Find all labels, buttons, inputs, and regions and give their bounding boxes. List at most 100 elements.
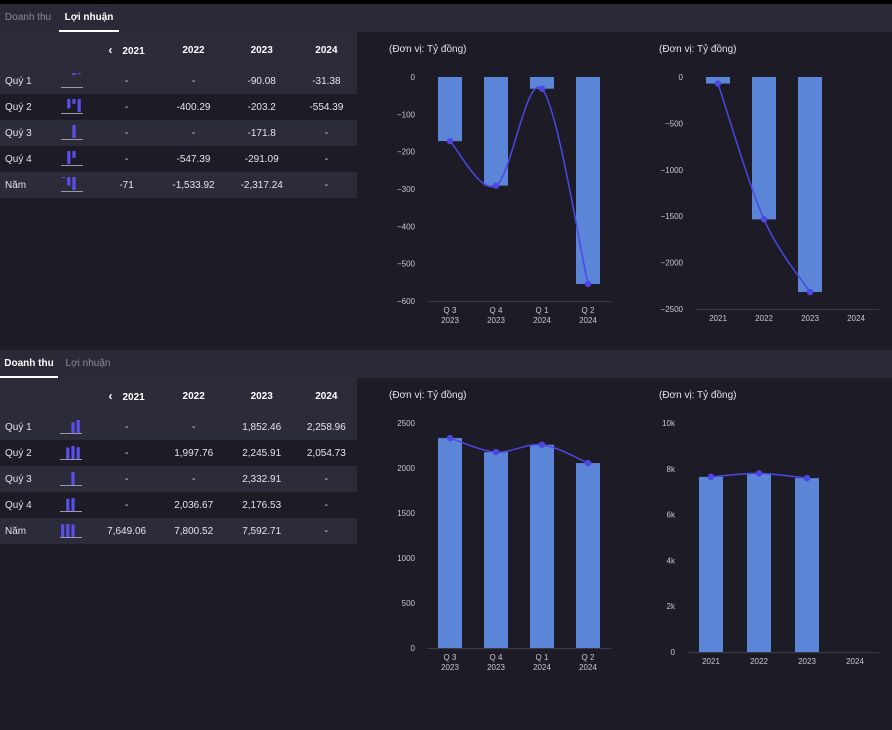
x-tick-label: 2023 — [801, 314, 819, 323]
table-cell: 2,258.96 — [295, 414, 357, 440]
sparkline — [49, 120, 94, 146]
chart-bar — [795, 478, 819, 652]
sparkline-bar — [61, 176, 65, 178]
sparkline-bar — [71, 98, 76, 104]
x-tick-label: Q 2 — [582, 653, 595, 662]
header-empty — [0, 378, 50, 414]
sparkline-bar — [77, 98, 81, 112]
table-cell: -203.2 — [227, 94, 296, 120]
table-cell: -171.8 — [227, 120, 296, 146]
year-label: 2021 — [122, 46, 145, 57]
chart-title: (Đơn vị: Tỷ đồng) — [389, 390, 467, 401]
tab-bar: Doanh thu Lợi nhuận — [0, 4, 892, 32]
year-label: 2021 — [122, 392, 145, 403]
sparkline-bar — [71, 523, 76, 537]
sparkline-bar — [66, 176, 70, 186]
sparkline-bar — [66, 523, 70, 537]
chart-bar — [484, 452, 508, 648]
table-cell: - — [295, 172, 357, 198]
y-tick-label: −200 — [397, 148, 416, 157]
y-tick-label: 1000 — [397, 554, 415, 563]
y-tick-label: 500 — [402, 599, 416, 608]
x-tick-label: Q 3 — [444, 306, 457, 315]
sparkline-svg — [60, 98, 83, 114]
y-tick-label: 0 — [411, 644, 416, 653]
tab-revenue[interactable]: Doanh thu — [0, 350, 58, 378]
row-label: Quý 3 — [0, 120, 50, 146]
revenue-yearly-chart: 0 2k 4k 6k 8k 10k 2021 2022 2023 2024 — [662, 419, 879, 666]
profit-section: Doanh thu Lợi nhuận ‹ 2021 2022 2023 2024… — [0, 4, 892, 350]
y-tick-label: −500 — [397, 260, 416, 269]
table-row: Quý 1- - -90.08 -31.38 — [0, 68, 357, 94]
active-tab-underline — [59, 30, 119, 32]
trend-point — [446, 434, 454, 442]
chart-bar — [576, 463, 600, 648]
sparkline-svg — [60, 72, 83, 88]
table-cell: 2,176.53 — [227, 492, 296, 518]
table-cell: 2,245.91 — [227, 440, 296, 466]
sparkline-bar — [71, 497, 76, 511]
sparkline-bar — [77, 446, 81, 459]
table-cell: 1,852.46 — [227, 414, 296, 440]
chevron-left-icon[interactable]: ‹ — [108, 43, 113, 57]
table-header-row: ‹ 2021 2022 2023 2024 — [0, 32, 357, 68]
sparkline — [49, 492, 94, 518]
trend-point — [492, 182, 500, 189]
table-cell: - — [93, 68, 160, 94]
header-year: 2023 — [227, 32, 296, 68]
x-tick-label: 2024 — [579, 663, 597, 672]
tab-profit[interactable]: Lợi nhuận — [59, 4, 119, 32]
sparkline — [49, 68, 94, 94]
x-tick-label: 2021 — [702, 657, 720, 666]
sparkline — [49, 440, 94, 466]
header-year: ‹ 2021 — [93, 32, 160, 68]
table-cell: - — [93, 414, 160, 440]
chart-title: (Đơn vị: Tỷ đồng) — [659, 390, 737, 401]
table-cell: 2,332.91 — [227, 466, 296, 492]
table-cell: 2,036.67 — [159, 492, 228, 518]
sparkline-bar — [71, 150, 76, 158]
table-row: Quý 2 - -400.29 -203.2 -554.39 — [0, 94, 357, 120]
y-tick-label: 2500 — [397, 419, 415, 428]
table-cell: -400.29 — [159, 94, 228, 120]
y-tick-label: 0 — [679, 73, 684, 82]
table-row: Quý 4- -547.39 -291.09- — [0, 146, 357, 172]
y-tick-label: 1500 — [397, 509, 415, 518]
chart-bar — [530, 77, 554, 89]
table-row: Năm -71 -1,533.92 -2,317.24- — [0, 172, 357, 198]
table-cell: - — [93, 492, 160, 518]
table-cell: 7,800.52 — [159, 518, 228, 544]
table-cell: - — [159, 68, 228, 94]
tab-label: Doanh thu — [4, 12, 52, 23]
x-tick-label: Q 3 — [444, 653, 457, 662]
sparkline — [49, 146, 94, 172]
header-year: 2023 — [227, 378, 296, 414]
table-cell: -31.38 — [295, 68, 357, 94]
table-cell: -547.39 — [159, 146, 228, 172]
y-tick-label: −1500 — [661, 212, 684, 221]
trend-point — [538, 441, 546, 448]
x-tick-label: 2023 — [441, 316, 459, 325]
trend-point — [538, 85, 546, 92]
y-tick-label: −1000 — [661, 166, 684, 175]
header-year: 2024 — [295, 378, 357, 414]
table-row: Năm 7,649.06 7,800.52 7,592.71- — [0, 518, 357, 544]
sparkline — [49, 414, 94, 440]
y-tick-label: 8k — [667, 465, 676, 474]
row-label: Quý 1 — [0, 68, 50, 94]
y-tick-label: −100 — [397, 110, 416, 119]
trend-point — [803, 474, 811, 482]
sparkline-svg — [60, 523, 83, 538]
tab-revenue[interactable]: Doanh thu — [0, 4, 56, 32]
table-cell: - — [295, 146, 357, 172]
chart-bar — [699, 476, 723, 652]
sparkline — [49, 518, 94, 544]
sparkline-bar — [66, 98, 70, 108]
chevron-left-icon[interactable]: ‹ — [108, 389, 113, 403]
sparkline-bar — [66, 150, 70, 164]
tab-profit[interactable]: Lợi nhuận — [60, 350, 116, 378]
y-tick-label: −400 — [397, 222, 416, 231]
table-cell: 1,997.76 — [159, 440, 228, 466]
chart-bar — [484, 77, 508, 186]
